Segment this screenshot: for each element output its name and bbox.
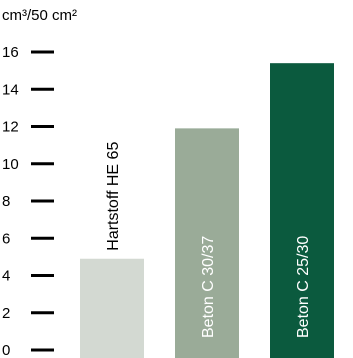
bar-label: Hartstoff HE 65 — [105, 142, 122, 251]
y-tick-label: 12 — [2, 119, 19, 136]
bar-label: Beton C 30/37 — [200, 236, 217, 338]
y-tick-label: 4 — [2, 268, 10, 285]
bar-label: Beton C 25/30 — [295, 236, 312, 338]
y-tick-label: 6 — [2, 230, 10, 247]
y-tick-label: 0 — [2, 342, 10, 358]
y-axis: 0 2 4 6 8 10 12 14 16 — [2, 44, 54, 358]
bar — [80, 258, 144, 358]
bar — [175, 128, 239, 358]
bar-series: Hartstoff HE 65 Beton C 30/37 Beton C 25/3… — [80, 63, 334, 358]
y-tick-label: 8 — [2, 193, 10, 210]
y-tick-label: 14 — [2, 81, 19, 98]
y-tick-label: 2 — [2, 305, 10, 322]
y-tick-label: 16 — [2, 44, 19, 61]
y-axis-unit-label: cm³/50 cm² — [2, 7, 77, 24]
bar — [270, 63, 334, 358]
y-tick-label: 10 — [2, 156, 19, 173]
